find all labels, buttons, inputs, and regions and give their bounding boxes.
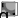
Text: Fig. 3: Fig. 3 bbox=[0, 8, 19, 18]
